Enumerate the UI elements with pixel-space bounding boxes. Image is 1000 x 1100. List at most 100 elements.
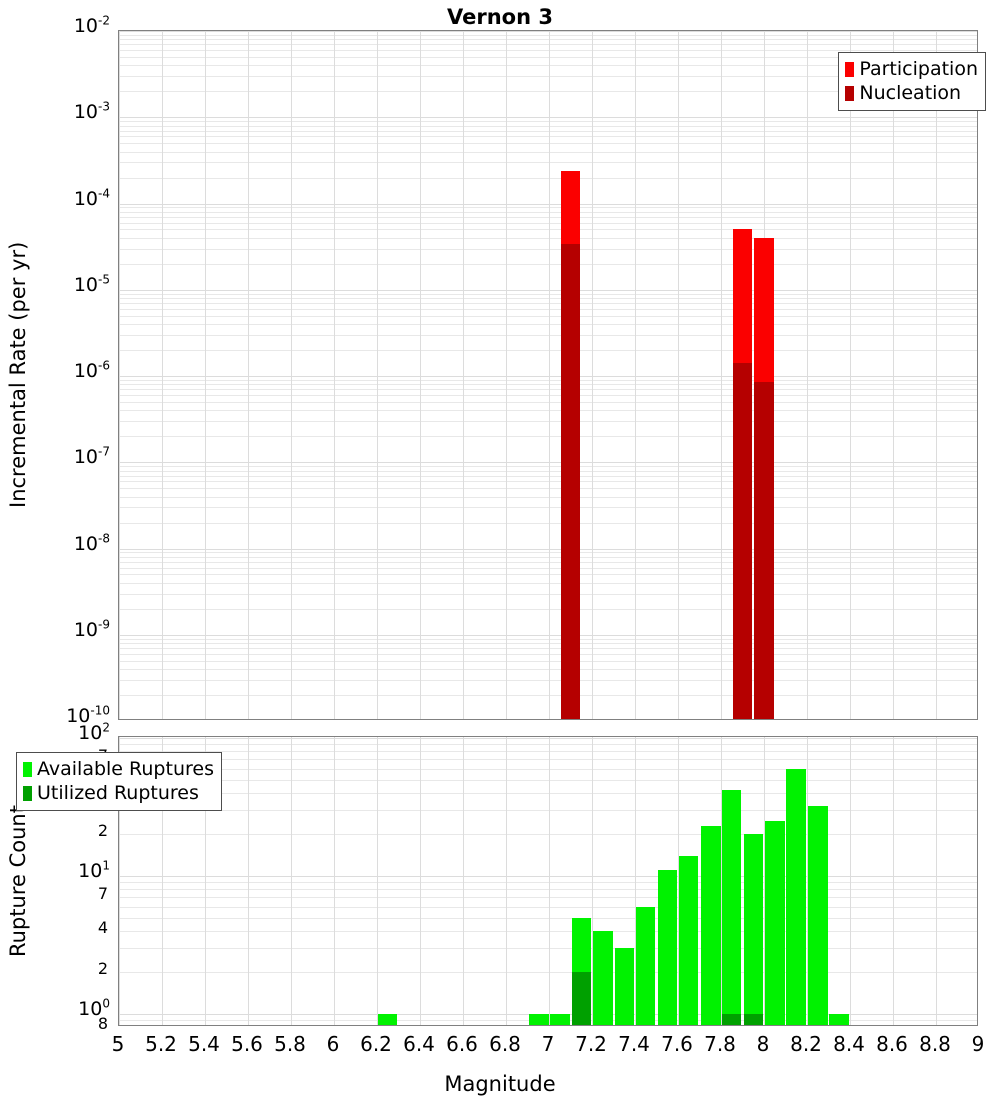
y-tick-label-minor: 4 (97, 917, 108, 937)
gridline-horizontal-minor (119, 810, 977, 811)
nucleation-bar (561, 244, 580, 719)
x-tick-label: 7.4 (618, 1032, 650, 1056)
gridline-horizontal-minor (119, 780, 977, 781)
gridline-horizontal-minor (119, 212, 977, 213)
nucleation-bar (733, 363, 752, 719)
gridline-horizontal-minor (119, 143, 977, 144)
bottom-legend-entry: Utilized Ruptures (23, 781, 214, 805)
gridline-horizontal-minor (119, 897, 977, 898)
x-tick-label: 8.2 (790, 1032, 822, 1056)
gridline-horizontal-minor (119, 152, 977, 153)
gridline-horizontal-minor (119, 488, 977, 489)
gridline-horizontal-minor (119, 131, 977, 132)
gridline-horizontal-minor (119, 583, 977, 584)
x-tick-label: 6 (326, 1032, 340, 1056)
gridline-horizontal-minor (119, 648, 977, 649)
gridline-horizontal-minor (119, 643, 977, 644)
available-ruptures-bar (829, 1014, 849, 1025)
gridline-vertical (162, 31, 163, 719)
gridline-horizontal-minor (119, 39, 977, 40)
x-axis-title: Magnitude (444, 1072, 556, 1096)
x-tick-label: 7 (541, 1032, 555, 1056)
y-tick-label-minor: 8 (97, 1014, 108, 1033)
available-ruptures-bar (615, 948, 634, 1025)
x-tick-label: 5.4 (188, 1032, 220, 1056)
gridline-vertical (807, 31, 808, 719)
y-tick-label: 101 (78, 858, 110, 882)
available-ruptures-bar (529, 1014, 549, 1025)
gridline-horizontal-minor (119, 948, 977, 949)
gridline-vertical (549, 31, 550, 719)
gridline-horizontal-minor (119, 316, 977, 317)
gridline-horizontal (119, 876, 977, 877)
gridline-horizontal-minor (119, 882, 977, 883)
utilized-ruptures-bar (722, 1014, 741, 1025)
gridline-horizontal-minor (119, 466, 977, 467)
gridline-horizontal-minor (119, 654, 977, 655)
gridline-horizontal-minor (119, 744, 977, 745)
legend-swatch-icon (23, 761, 32, 777)
gridline-horizontal-minor (119, 918, 977, 919)
page-title: Vernon 3 (447, 5, 553, 29)
gridline-horizontal-minor (119, 229, 977, 230)
x-tick-label: 8 (756, 1032, 770, 1056)
x-tick-label: 7.2 (575, 1032, 607, 1056)
gridline-vertical (721, 31, 722, 719)
available-ruptures-bar (701, 826, 721, 1025)
gridline-horizontal-minor (119, 759, 977, 760)
gridline-vertical (936, 31, 937, 719)
y-tick-label: 10-10 (66, 703, 110, 727)
gridline-horizontal-minor (119, 594, 977, 595)
x-tick-label: 5.2 (145, 1032, 177, 1056)
gridline-horizontal-minor (119, 476, 977, 477)
gridline-vertical (291, 31, 292, 719)
gridline-horizontal-minor (119, 178, 977, 179)
gridline-horizontal-minor (119, 497, 977, 498)
bottom-legend-entry: Available Ruptures (23, 757, 214, 781)
gridline-horizontal (119, 31, 977, 32)
available-ruptures-bar (679, 856, 698, 1025)
legend-swatch-icon (845, 85, 855, 101)
gridline-horizontal-minor (119, 380, 977, 381)
gridline-horizontal (119, 462, 977, 463)
y-tick-label: 10-3 (73, 99, 110, 124)
gridline-horizontal-minor (119, 793, 977, 794)
gridline-horizontal-minor (119, 395, 977, 396)
x-tick-label: 9 (971, 1032, 985, 1056)
legend-label: Nucleation (859, 81, 962, 104)
gridline-horizontal-minor (119, 121, 977, 122)
gridline-vertical (678, 737, 679, 1025)
gridline-horizontal-minor (119, 436, 977, 437)
available-ruptures-bar (765, 821, 785, 1025)
gridline-vertical (248, 737, 249, 1025)
gridline-vertical (463, 31, 464, 719)
gridline-vertical (463, 737, 464, 1025)
gridline-horizontal-minor (119, 907, 977, 908)
gridline-horizontal-minor (119, 35, 977, 36)
y-tick-label: 10-7 (73, 444, 110, 469)
gridline-vertical (119, 737, 120, 1025)
available-ruptures-bar (744, 834, 763, 1025)
x-tick-label: 5.8 (274, 1032, 306, 1056)
gridline-vertical (377, 737, 378, 1025)
gridline-vertical (119, 31, 120, 719)
y-tick-label: 10-9 (73, 617, 110, 641)
gridline-vertical (592, 737, 593, 1025)
gridline-horizontal-minor (119, 324, 977, 325)
incremental-rate-plot (118, 30, 978, 720)
gridline-horizontal-minor (119, 931, 977, 932)
gridline-horizontal-minor (119, 57, 977, 58)
gridline-horizontal-minor (119, 751, 977, 752)
gridline-vertical (334, 31, 335, 719)
x-tick-label: 8.4 (833, 1032, 865, 1056)
x-tick-label: 7.8 (704, 1032, 736, 1056)
gridline-horizontal-minor (119, 44, 977, 45)
gridline-horizontal-minor (119, 217, 977, 218)
gridline-horizontal-minor (119, 136, 977, 137)
y-tick-label: 10-4 (73, 186, 110, 210)
x-tick-label: 6.4 (403, 1032, 435, 1056)
x-tick-label: 5.6 (231, 1032, 263, 1056)
gridline-vertical (678, 31, 679, 719)
bottom-plot-y-axis-title: Rupture Count (6, 805, 30, 957)
